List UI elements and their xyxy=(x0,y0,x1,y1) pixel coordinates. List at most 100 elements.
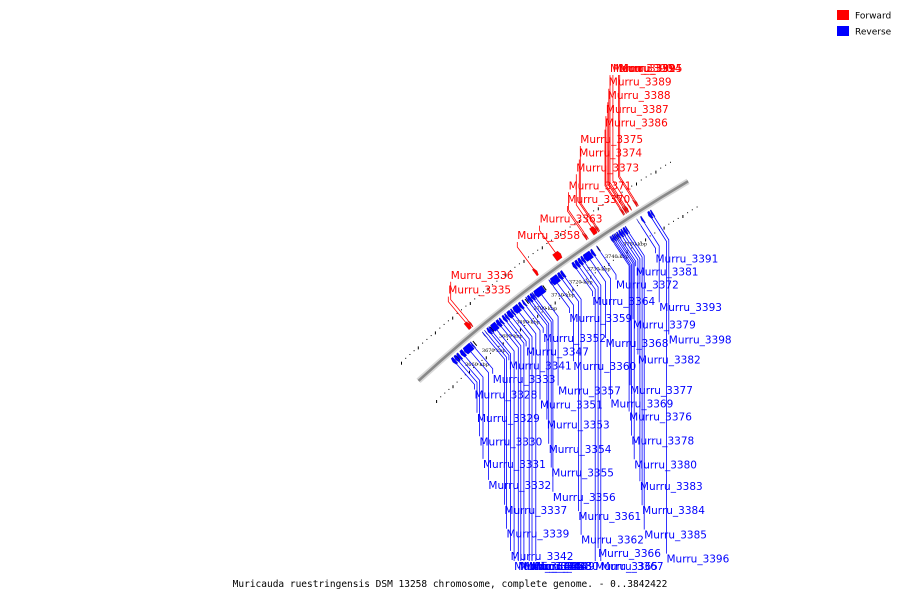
gene-label-murru-3339[interactable]: Murru_3339 xyxy=(507,529,570,541)
gene-label-murru-3341[interactable]: Murru_3341 xyxy=(509,360,572,372)
gene-arrow-murru-3337[interactable] xyxy=(481,331,488,339)
gene-arrow-murru-3364[interactable] xyxy=(571,261,579,270)
gene-label-murru-3335[interactable]: Murru_3335 xyxy=(448,285,511,297)
gene-arrow-murru-3393[interactable] xyxy=(639,215,646,224)
gene-arrow-murru-3383[interactable] xyxy=(620,228,627,237)
gene-arrow-murru-3371[interactable] xyxy=(583,232,589,240)
gene-label-murru-3369[interactable]: Murru_3369 xyxy=(611,399,674,411)
gene-arrow-murru-3386[interactable] xyxy=(618,208,625,216)
gene-arrow-murru-3332[interactable] xyxy=(462,342,475,355)
gene-label-murru-3349[interactable]: Murru_3349 xyxy=(532,561,595,573)
gene-label-murru-3394[interactable]: Murru_3394 xyxy=(619,63,682,75)
gene-label-murru-3374[interactable]: Murru_3374 xyxy=(579,148,642,160)
gene-arrow-murru-3390[interactable] xyxy=(623,204,630,213)
gene-arrow-murru-3339[interactable] xyxy=(483,329,490,337)
gene-label-murru-3345[interactable]: Murru_3345 xyxy=(521,561,584,573)
gene-label-murru-3356[interactable]: Murru_3356 xyxy=(553,492,616,504)
gene-label-murru-3370[interactable]: Murru_3370 xyxy=(567,194,630,206)
gene-label-murru-3346[interactable]: Murru_3346 xyxy=(524,561,587,573)
gene-label-murru-3347[interactable]: Murru_3347 xyxy=(526,346,589,358)
gene-arrow-murru-3374[interactable] xyxy=(593,224,600,233)
gene-label-murru-3371[interactable]: Murru_3371 xyxy=(569,180,632,192)
gene-label-murru-3388[interactable]: Murru_3388 xyxy=(608,90,671,102)
gene-label-murru-3372[interactable]: Murru_3372 xyxy=(616,280,679,292)
gene-label-murru-3350[interactable]: Murru_3350 xyxy=(536,561,599,573)
gene-arrow-murru-3368[interactable] xyxy=(582,250,594,262)
gene-arrow-murru-3335[interactable] xyxy=(463,321,472,331)
gene-label-murru-3361[interactable]: Murru_3361 xyxy=(578,511,641,523)
gene-label-murru-3367[interactable]: Murru_3367 xyxy=(601,561,664,573)
gene-label-murru-3373[interactable]: Murru_3373 xyxy=(576,162,639,174)
gene-label-murru-3375[interactable]: Murru_3375 xyxy=(580,134,643,146)
gene-arrow-murru-3389[interactable] xyxy=(622,205,629,214)
gene-arrow-murru-3384[interactable] xyxy=(622,226,629,235)
gene-arrow-murru-3357[interactable] xyxy=(533,284,547,298)
gene-arrow-murru-3380[interactable] xyxy=(614,232,620,241)
gene-label-murru-3387[interactable]: Murru_3387 xyxy=(606,104,669,116)
gene-arrow-murru-3369[interactable] xyxy=(590,248,597,257)
gene-arrow-murru-3342[interactable] xyxy=(488,325,495,334)
gene-label-murru-3392[interactable]: Murru_3392 xyxy=(613,63,676,75)
gene-arrow-murru-3395[interactable] xyxy=(633,198,639,207)
gene-label-murru-3363[interactable]: Murru_3363 xyxy=(540,214,603,226)
gene-arrow-murru-3355[interactable] xyxy=(529,292,537,301)
gene-label-murru-3355[interactable]: Murru_3355 xyxy=(551,468,614,480)
gene-label-murru-3344[interactable]: Murru_3344 xyxy=(518,561,581,573)
gene-label-murru-3386[interactable]: Murru_3386 xyxy=(605,118,668,130)
gene-label-murru-3351[interactable]: Murru_3351 xyxy=(540,399,603,411)
gene-arrow-murru-3362[interactable] xyxy=(559,269,567,278)
gene-arrow-murru-3373[interactable] xyxy=(589,226,598,236)
gene-label-murru-3381[interactable]: Murru_3381 xyxy=(636,266,699,278)
gene-arrow-murru-3350[interactable] xyxy=(512,303,523,315)
gene-label-murru-3332[interactable]: Murru_3332 xyxy=(488,480,551,492)
gene-label-murru-3378[interactable]: Murru_3378 xyxy=(631,436,694,448)
gene-label-murru-3343[interactable]: Murru_3343 xyxy=(514,561,577,573)
gene-label-murru-3390[interactable]: Murru_3390 xyxy=(610,63,673,75)
gene-label-murru-3329[interactable]: Murru_3329 xyxy=(477,413,540,425)
gene-label-murru-3331[interactable]: Murru_3331 xyxy=(483,459,546,471)
gene-arrow-murru-3377[interactable] xyxy=(610,235,616,243)
gene-label-murru-3353[interactable]: Murru_3353 xyxy=(547,420,610,432)
gene-arrow-murru-3382[interactable] xyxy=(618,229,625,238)
gene-arrow-murru-3356[interactable] xyxy=(531,291,538,300)
gene-label-murru-3337[interactable]: Murru_3337 xyxy=(504,505,567,517)
gene-label-murru-3328[interactable]: Murru_3328 xyxy=(475,390,538,402)
gene-label-murru-3393[interactable]: Murru_3393 xyxy=(659,302,722,314)
gene-label-murru-3380[interactable]: Murru_3380 xyxy=(634,459,697,471)
gene-label-murru-3398[interactable]: Murru_3398 xyxy=(669,335,732,347)
gene-arrow-murru-3349[interactable] xyxy=(509,308,517,316)
gene-arrow-murru-3370[interactable] xyxy=(581,232,588,241)
gene-arrow-murru-3379[interactable] xyxy=(613,233,619,241)
gene-label-murru-3382[interactable]: Murru_3382 xyxy=(638,355,701,367)
gene-arrow-murru-3348[interactable] xyxy=(506,309,515,319)
gene-label-murru-3377[interactable]: Murru_3377 xyxy=(630,385,693,397)
gene-arrow-murru-3394[interactable] xyxy=(632,199,638,208)
gene-label-murru-3391[interactable]: Murru_3391 xyxy=(656,253,719,265)
gene-arrow-murru-3376[interactable] xyxy=(609,236,615,244)
gene-label-murru-3333[interactable]: Murru_3333 xyxy=(493,374,556,386)
gene-arrow-murru-3354[interactable] xyxy=(526,294,534,303)
gene-arrow-murru-3346[interactable] xyxy=(501,314,509,323)
gene-arrow-murru-3344[interactable] xyxy=(495,319,503,328)
gene-arrow-murru-3365[interactable] xyxy=(574,259,582,268)
gene-label-murru-3379[interactable]: Murru_3379 xyxy=(633,319,696,331)
gene-label-murru-3376[interactable]: Murru_3376 xyxy=(629,412,692,424)
gene-label-murru-3362[interactable]: Murru_3362 xyxy=(581,535,644,547)
gene-arrow-murru-3352[interactable] xyxy=(521,299,528,307)
gene-label-murru-3354[interactable]: Murru_3354 xyxy=(549,444,612,456)
gene-arrow-murru-3328[interactable] xyxy=(450,356,459,365)
gene-arrow-murru-3353[interactable] xyxy=(525,296,532,304)
gene-arrow-murru-3378[interactable] xyxy=(611,234,618,243)
gene-label-murru-3360[interactable]: Murru_3360 xyxy=(573,361,636,373)
gene-label-murru-3352[interactable]: Murru_3352 xyxy=(543,333,606,345)
gene-arrow-murru-3366[interactable] xyxy=(577,257,585,266)
gene-arrow-murru-3343[interactable] xyxy=(490,321,500,332)
gene-arrow-murru-3388[interactable] xyxy=(621,206,628,214)
gene-arrow-murru-3331[interactable] xyxy=(459,349,468,358)
gene-arrow-murru-3391[interactable] xyxy=(636,218,642,226)
gene-label-murru-3385[interactable]: Murru_3385 xyxy=(644,530,707,542)
gene-arrow-murru-3360[interactable] xyxy=(549,274,562,286)
gene-arrow-murru-3358[interactable] xyxy=(531,268,539,277)
gene-label-murru-3348[interactable]: Murru_3348 xyxy=(529,561,592,573)
gene-label-murru-3365[interactable]: Murru_3365 xyxy=(595,561,658,573)
